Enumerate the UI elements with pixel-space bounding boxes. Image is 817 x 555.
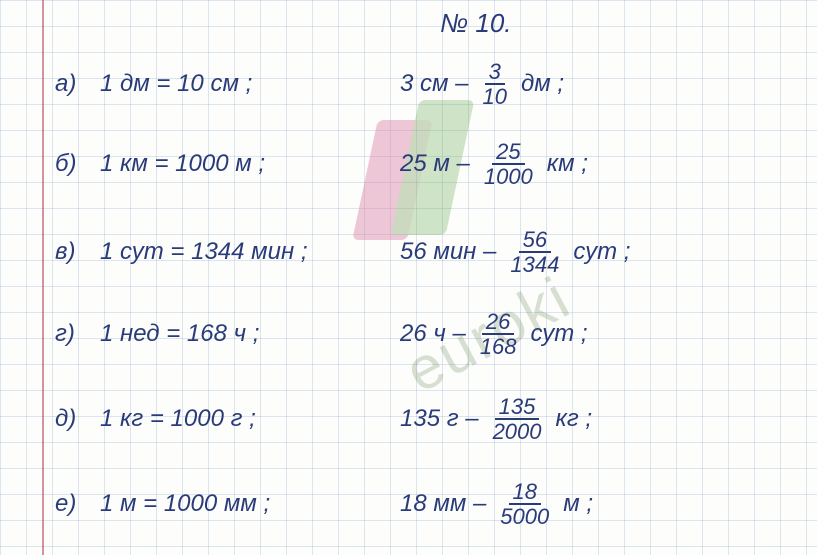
right-pre: 135 г – bbox=[400, 405, 479, 433]
row-e: е) 1 м = 1000 мм ; 18 мм – 18 5000 м ; bbox=[0, 470, 817, 548]
right-pre: 25 м – bbox=[400, 150, 470, 178]
right-post: км ; bbox=[547, 150, 588, 178]
row-a: а) 1 дм = 10 см ; 3 см – 3 10 дм ; bbox=[0, 50, 817, 128]
fraction-numerator: 135 bbox=[495, 395, 540, 420]
row-right-equation: 135 г – 135 2000 кг ; bbox=[400, 395, 592, 443]
row-letter: а) bbox=[55, 70, 76, 98]
fraction-numerator: 18 bbox=[509, 480, 541, 505]
fraction: 135 2000 bbox=[489, 395, 546, 443]
row-d: д) 1 кг = 1000 г ; 135 г – 135 2000 кг ; bbox=[0, 385, 817, 463]
right-post: м ; bbox=[563, 490, 593, 518]
fraction-denominator: 168 bbox=[476, 335, 521, 358]
right-post: сут ; bbox=[573, 238, 630, 266]
row-letter: е) bbox=[55, 490, 76, 518]
fraction-numerator: 26 bbox=[482, 310, 514, 335]
row-g: г) 1 нед = 168 ч ; 26 ч – 26 168 сут ; bbox=[0, 300, 817, 378]
fraction-numerator: 25 bbox=[492, 140, 524, 165]
right-pre: 3 см – bbox=[400, 70, 468, 98]
fraction-denominator: 10 bbox=[478, 85, 510, 108]
right-pre: 18 мм – bbox=[400, 490, 486, 518]
fraction-denominator: 2000 bbox=[489, 420, 546, 443]
row-v: в) 1 сут = 1344 мин ; 56 мин – 56 1344 с… bbox=[0, 218, 817, 296]
fraction-numerator: 56 bbox=[519, 228, 551, 253]
row-right-equation: 18 мм – 18 5000 м ; bbox=[400, 480, 593, 528]
fraction-denominator: 1344 bbox=[506, 253, 563, 276]
fraction: 25 1000 bbox=[480, 140, 537, 188]
right-post: кг ; bbox=[556, 405, 593, 433]
row-right-equation: 25 м – 25 1000 км ; bbox=[400, 140, 588, 188]
row-letter: б) bbox=[55, 150, 77, 178]
fraction: 56 1344 bbox=[506, 228, 563, 276]
fraction: 3 10 bbox=[478, 60, 510, 108]
row-right-equation: 26 ч – 26 168 сут ; bbox=[400, 310, 588, 358]
row-letter: д) bbox=[55, 405, 76, 433]
problem-number: № 10. bbox=[440, 8, 512, 39]
fraction-numerator: 3 bbox=[485, 60, 505, 85]
right-post: сут ; bbox=[531, 320, 588, 348]
row-letter: г) bbox=[55, 320, 75, 348]
row-b: б) 1 км = 1000 м ; 25 м – 25 1000 км ; bbox=[0, 130, 817, 208]
fraction: 18 5000 bbox=[496, 480, 553, 528]
row-right-equation: 56 мин – 56 1344 сут ; bbox=[400, 228, 630, 276]
row-left-equation: 1 кг = 1000 г ; bbox=[100, 405, 256, 433]
fraction-denominator: 5000 bbox=[496, 505, 553, 528]
row-right-equation: 3 см – 3 10 дм ; bbox=[400, 60, 564, 108]
row-left-equation: 1 км = 1000 м ; bbox=[100, 150, 265, 178]
handwriting-layer: № 10. а) 1 дм = 10 см ; 3 см – 3 10 дм ;… bbox=[0, 0, 817, 555]
right-pre: 26 ч – bbox=[400, 320, 466, 348]
row-left-equation: 1 сут = 1344 мин ; bbox=[100, 238, 308, 266]
right-pre: 56 мин – bbox=[400, 238, 496, 266]
row-left-equation: 1 м = 1000 мм ; bbox=[100, 490, 270, 518]
fraction-denominator: 1000 bbox=[480, 165, 537, 188]
fraction: 26 168 bbox=[476, 310, 521, 358]
row-left-equation: 1 дм = 10 см ; bbox=[100, 70, 252, 98]
row-letter: в) bbox=[55, 238, 76, 266]
right-post: дм ; bbox=[521, 70, 564, 98]
row-left-equation: 1 нед = 168 ч ; bbox=[100, 320, 259, 348]
